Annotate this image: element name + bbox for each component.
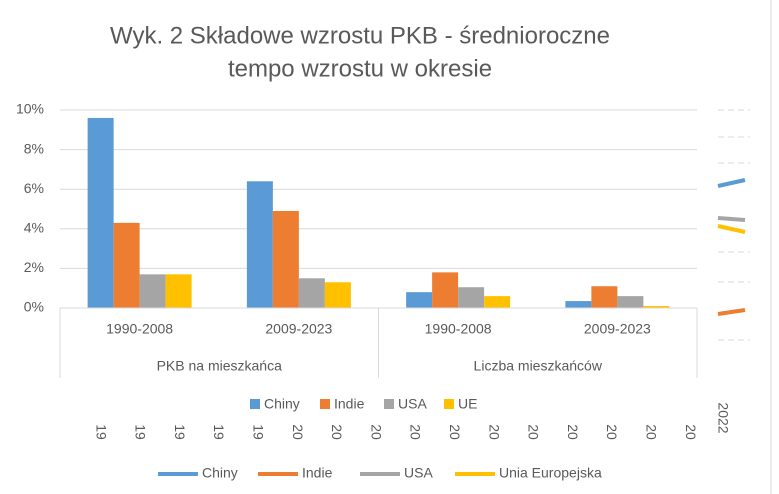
bar — [272, 210, 299, 308]
y-tick-label: 10% — [16, 101, 44, 117]
background-x-label: 19 — [172, 424, 188, 440]
legend-swatch — [250, 399, 260, 409]
x-tick-label: 1990-2008 — [106, 321, 173, 337]
background-legend-label: Indie — [302, 465, 333, 481]
bar — [324, 282, 351, 308]
group-label: PKB na mieszkańca — [157, 358, 282, 374]
background-x-label: 20 — [486, 424, 502, 440]
background-x-label: 20 — [329, 424, 345, 440]
bar — [113, 222, 140, 308]
background-lines — [717, 178, 746, 316]
legend-label: Indie — [334, 396, 365, 412]
x-tick-label: 2009-2023 — [265, 321, 332, 337]
bar — [458, 287, 485, 308]
bar — [139, 274, 166, 308]
bar — [617, 296, 644, 308]
chart-title: tempo wzrostu w okresie — [228, 55, 492, 82]
background-x-label: 19 — [93, 424, 109, 440]
background-x-label: 20 — [604, 424, 620, 440]
legend-swatch — [320, 399, 330, 409]
background-x-label: 19 — [211, 424, 227, 440]
background-x-label: 19 — [133, 424, 149, 440]
bar — [565, 301, 592, 308]
x-tick-label: 2009-2023 — [584, 321, 651, 337]
x-tick-label: 1990-2008 — [425, 321, 492, 337]
legend-label: USA — [398, 396, 427, 412]
legend-label: Chiny — [264, 396, 300, 412]
chart-title: Wyk. 2 Składowe wzrostu PKB - średnioroc… — [110, 22, 610, 49]
y-tick-label: 4% — [24, 220, 44, 236]
bar — [643, 306, 670, 308]
bar — [87, 117, 114, 308]
y-tick-label: 8% — [24, 140, 44, 156]
bar — [246, 181, 273, 308]
y-tick-label: 0% — [24, 299, 44, 315]
background-x-label: 20 — [526, 424, 542, 440]
background-x-label: 20 — [643, 424, 659, 440]
y-tick-label: 2% — [24, 259, 44, 275]
background-x-label: 20 — [565, 424, 581, 440]
background-x-label: 2022 — [715, 402, 731, 433]
bar — [484, 296, 511, 308]
legend-label: UE — [458, 396, 477, 412]
background-x-label: 20 — [683, 424, 699, 440]
background-x-label: 20 — [408, 424, 424, 440]
bar — [591, 286, 618, 308]
legend-swatch — [444, 399, 454, 409]
bar — [298, 278, 325, 308]
background-x-label: 20 — [447, 424, 463, 440]
legend-swatch — [384, 399, 394, 409]
background-x-label: 20 — [290, 424, 306, 440]
bar — [165, 274, 192, 308]
background-x-label: 19 — [250, 424, 266, 440]
background-grid — [718, 109, 750, 341]
bar — [406, 292, 433, 308]
bar — [432, 272, 459, 308]
background-x-label: 20 — [368, 424, 384, 440]
background-legend-label: Chiny — [202, 465, 238, 481]
group-label: Liczba mieszkańców — [474, 358, 603, 374]
y-tick-label: 6% — [24, 180, 44, 196]
background-legend-label: USA — [404, 465, 433, 481]
background-legend-label: Unia Europejska — [499, 465, 602, 481]
